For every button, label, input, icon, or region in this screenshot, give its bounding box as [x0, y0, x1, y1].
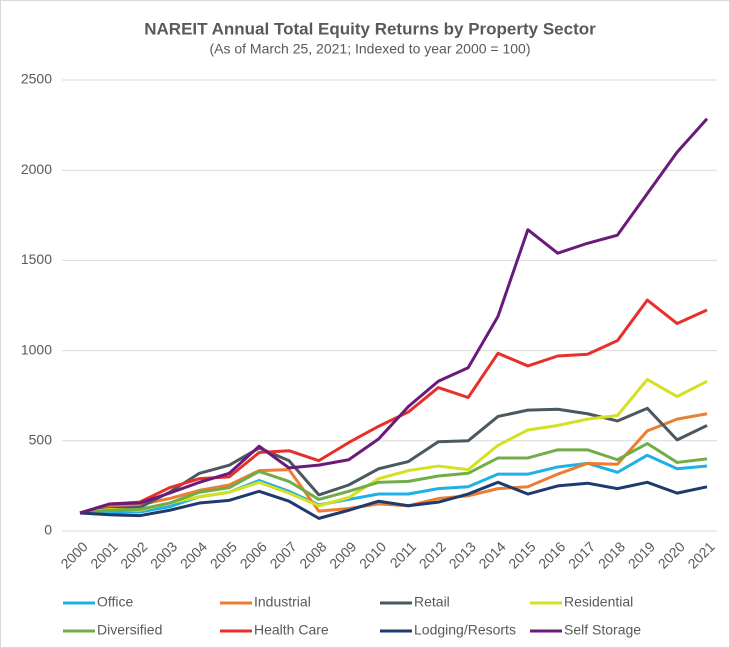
legend-label: Industrial [254, 594, 311, 610]
series-line [79, 453, 708, 515]
series-line [79, 442, 708, 515]
y-tick-label: 1500 [21, 251, 52, 267]
chart-title: NAREIT Annual Total Equity Returns by Pr… [144, 19, 596, 38]
legend-label: Diversified [97, 622, 162, 638]
legend-label: Self Storage [564, 622, 641, 638]
series-line [79, 117, 709, 515]
chart-subtitle: (As of March 25, 2021; Indexed to year 2… [209, 41, 530, 57]
series-line [79, 298, 708, 515]
y-tick-label: 500 [29, 432, 53, 448]
series-line [79, 377, 708, 515]
legend-label: Retail [414, 594, 450, 610]
y-tick-label: 0 [44, 522, 52, 538]
legend-label: Office [97, 594, 134, 610]
y-tick-label: 2500 [21, 71, 52, 87]
y-tick-label: 1000 [21, 341, 52, 357]
legend-label: Health Care [254, 622, 329, 638]
series-line [79, 480, 708, 520]
legend-label: Residential [564, 594, 633, 610]
y-tick-label: 2000 [21, 161, 52, 177]
legend-label: Lodging/Resorts [414, 622, 516, 638]
